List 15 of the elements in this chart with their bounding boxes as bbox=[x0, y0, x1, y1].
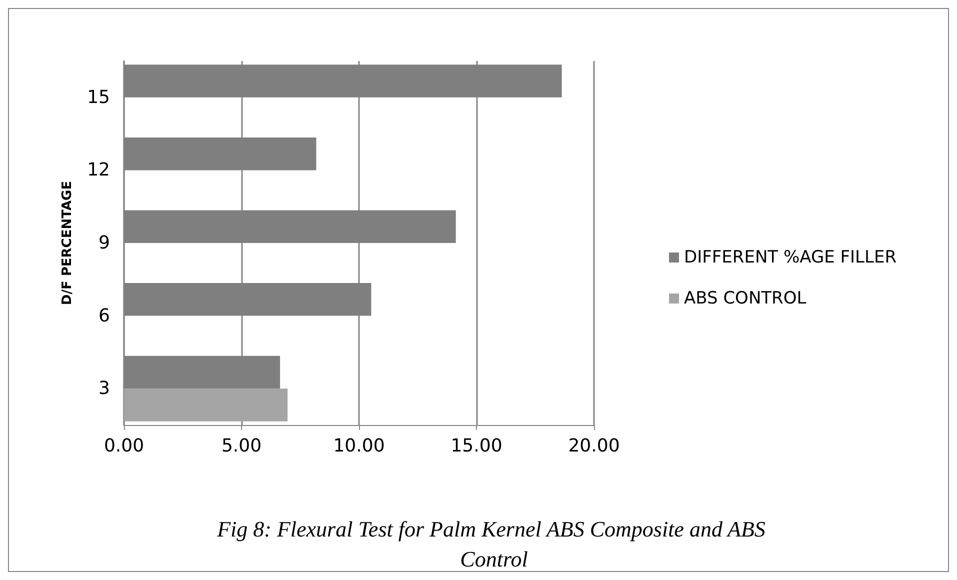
text: Fig 8: Flexural Test for Palm Kernel ABS Composite and ABS Control bbox=[216, 516, 771, 572]
y-tick-label: 9 bbox=[98, 232, 110, 254]
legend-label: ABS CONTROL bbox=[684, 288, 807, 308]
y-axis-title: D/F PERCENTAGE bbox=[60, 180, 75, 306]
legend-label: DIFFERENT %AGE FILLER bbox=[684, 248, 897, 268]
x-tick-label: 0.00 bbox=[104, 436, 144, 456]
y-tick-label: 15 bbox=[87, 86, 110, 108]
x-tick-label: 15.00 bbox=[450, 436, 502, 456]
x-tick-label: 5.00 bbox=[221, 436, 262, 456]
x-tick-label: 20.00 bbox=[568, 436, 620, 456]
bar bbox=[124, 388, 288, 422]
y-tick-label: 3 bbox=[98, 378, 110, 400]
y-tick-label: 12 bbox=[87, 160, 110, 181]
x-tick-label: 10.00 bbox=[333, 436, 385, 456]
y-tick-label: 6 bbox=[98, 305, 110, 326]
